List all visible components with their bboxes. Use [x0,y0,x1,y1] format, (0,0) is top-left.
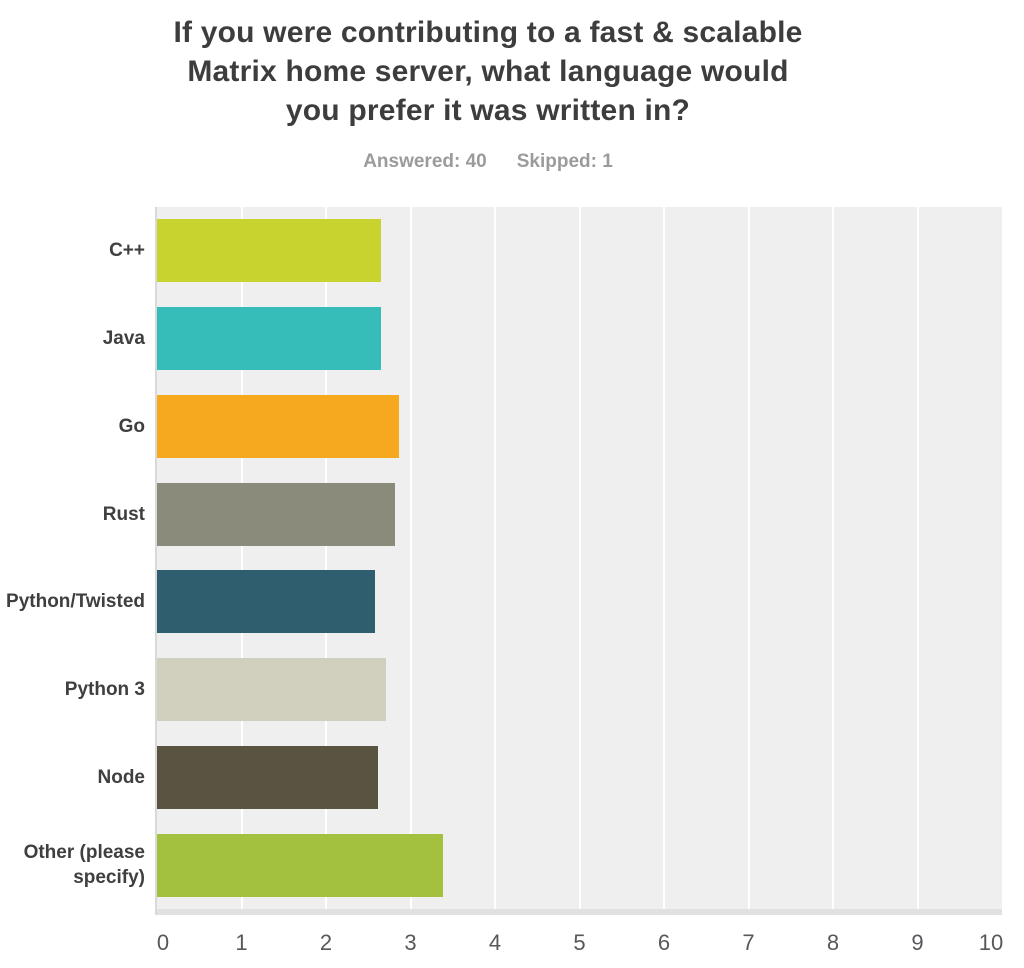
chart-title-line-3: you prefer it was written in? [285,94,691,127]
x-axis-tick-label: 1 [235,930,248,955]
x-axis-tick-label: 0 [156,930,170,955]
bar [157,833,443,897]
bar-chart: C++ Java Go Rust Python/Twisted Python 3 Node O… [0,207,1002,915]
chart-title: If you were contributing to a fast & sca… [0,13,976,130]
category-label: Python/Twisted [6,591,145,613]
category-label: C++ [109,240,145,262]
gridline [325,207,327,909]
category-label: Other (please specify) [23,842,145,889]
x-axis-tick-label: 4 [488,930,502,955]
chart-row: Java [0,295,1002,383]
gridline [747,207,750,909]
chart-row: Python/Twisted [0,558,1002,646]
x-axis-tick-label: 2 [319,930,333,955]
chart-row: Rust [0,470,1002,558]
bar-track [157,658,1002,722]
chart-title-line-1: If you were contributing to a fast & sca… [173,16,803,49]
gridline [832,207,834,909]
bar [157,219,381,283]
bar [157,658,386,722]
answer-stats: Answered: 40 Skipped: 1 [0,151,976,173]
chart-header: If you were contributing to a fast & sca… [0,0,1024,173]
bar-track [157,219,1002,283]
bar-track [157,307,1002,371]
x-axis-strip [157,909,1002,915]
chart-row: Python 3 [0,646,1002,734]
answered-count: Answered: 40 [363,151,487,172]
category-label: Go [118,415,145,437]
bar-track [157,394,1002,458]
x-axis-tick-label: 10 [978,930,1004,955]
x-axis-tick-label: 9 [911,930,924,955]
bar [157,394,399,458]
chart-rows: C++ Java Go Rust Python/Twisted Python 3 Node O… [0,207,1002,909]
bar [157,570,375,634]
category-label: Rust [102,503,145,525]
chart-row: Go [0,383,1002,471]
category-label: Python 3 [64,679,145,701]
bar [157,482,396,546]
gridline [916,207,919,909]
x-axis-tick-label: 5 [573,930,586,955]
chart-row: C++ [0,207,1002,295]
gridline [663,207,665,909]
x-axis: 0 1 2 3 4 5 6 7 8 9 10 [156,930,1004,958]
gridline [494,207,496,909]
chart-row: Other (please specify) [0,821,1002,909]
bar-track [157,482,1002,546]
bar [157,307,381,371]
x-axis-tick-label: 6 [657,930,671,955]
gridline [240,207,243,909]
chart-row: Node [0,734,1002,822]
x-axis-tick-label: 8 [826,930,840,955]
skipped-count: Skipped: 1 [516,151,613,172]
bar [157,745,378,809]
bar-track [157,745,1002,809]
chart-title-line-2: Matrix home server, what language would [187,55,789,88]
bar-track [157,833,1002,897]
category-label: Java [102,328,145,350]
bar-track [157,570,1002,634]
gridline [578,207,581,909]
gridline [409,207,412,909]
x-axis-tick-label: 7 [742,930,755,955]
category-label: Node [97,766,146,788]
x-axis-tick-label: 3 [404,930,417,955]
